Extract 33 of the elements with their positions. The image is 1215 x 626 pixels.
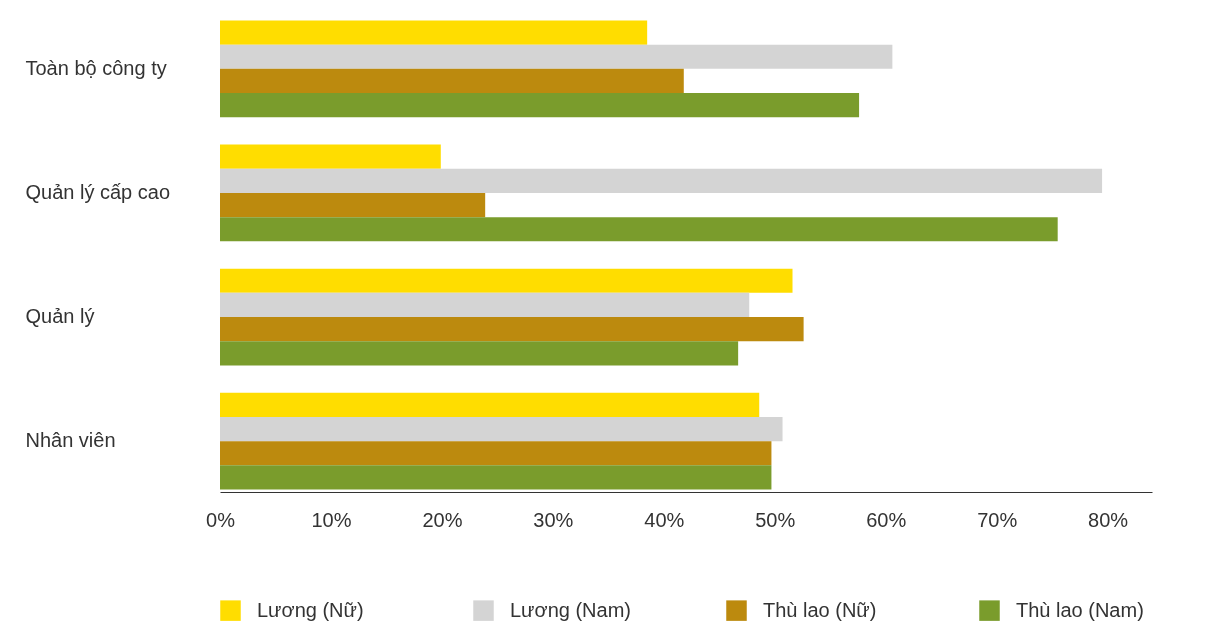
x-tick-label: 40%: [644, 508, 685, 531]
bar: [220, 44, 893, 69]
bar: [220, 392, 760, 417]
bar: [220, 441, 772, 466]
bar: [220, 93, 860, 118]
x-tick-label: 60%: [866, 508, 907, 531]
x-tick-label: 20%: [422, 508, 463, 531]
x-tick-label: 80%: [1088, 508, 1129, 531]
bar: [220, 465, 772, 490]
y-tick-label: Quản lý cấp cao: [25, 180, 171, 203]
legend-label: Lương (Nữ): [257, 598, 364, 621]
x-tick-label: 70%: [977, 508, 1018, 531]
bar: [220, 217, 1058, 242]
y-tick-label: Toàn bộ công ty: [25, 56, 167, 79]
y-tick-label: Nhân viên: [25, 429, 116, 452]
bar: [220, 416, 783, 442]
bar: [220, 292, 750, 318]
x-tick-label: 30%: [533, 508, 574, 531]
x-tick-label: 0%: [206, 508, 236, 531]
bar: [220, 168, 1103, 193]
legend-label: Lương (Nam): [510, 598, 631, 621]
legend-label: Thù lao (Nữ): [763, 598, 877, 621]
bar: [220, 317, 804, 342]
legend-label: Thù lao (Nam): [1016, 598, 1144, 621]
bar: [220, 268, 793, 293]
x-tick-label: 10%: [311, 508, 352, 531]
y-tick-label: Quản lý: [25, 305, 95, 328]
bar: [220, 341, 739, 366]
bar: [220, 20, 648, 45]
bar: [220, 144, 441, 169]
bar: [220, 68, 684, 94]
x-tick-label: 50%: [755, 508, 796, 531]
bar: [220, 192, 486, 218]
